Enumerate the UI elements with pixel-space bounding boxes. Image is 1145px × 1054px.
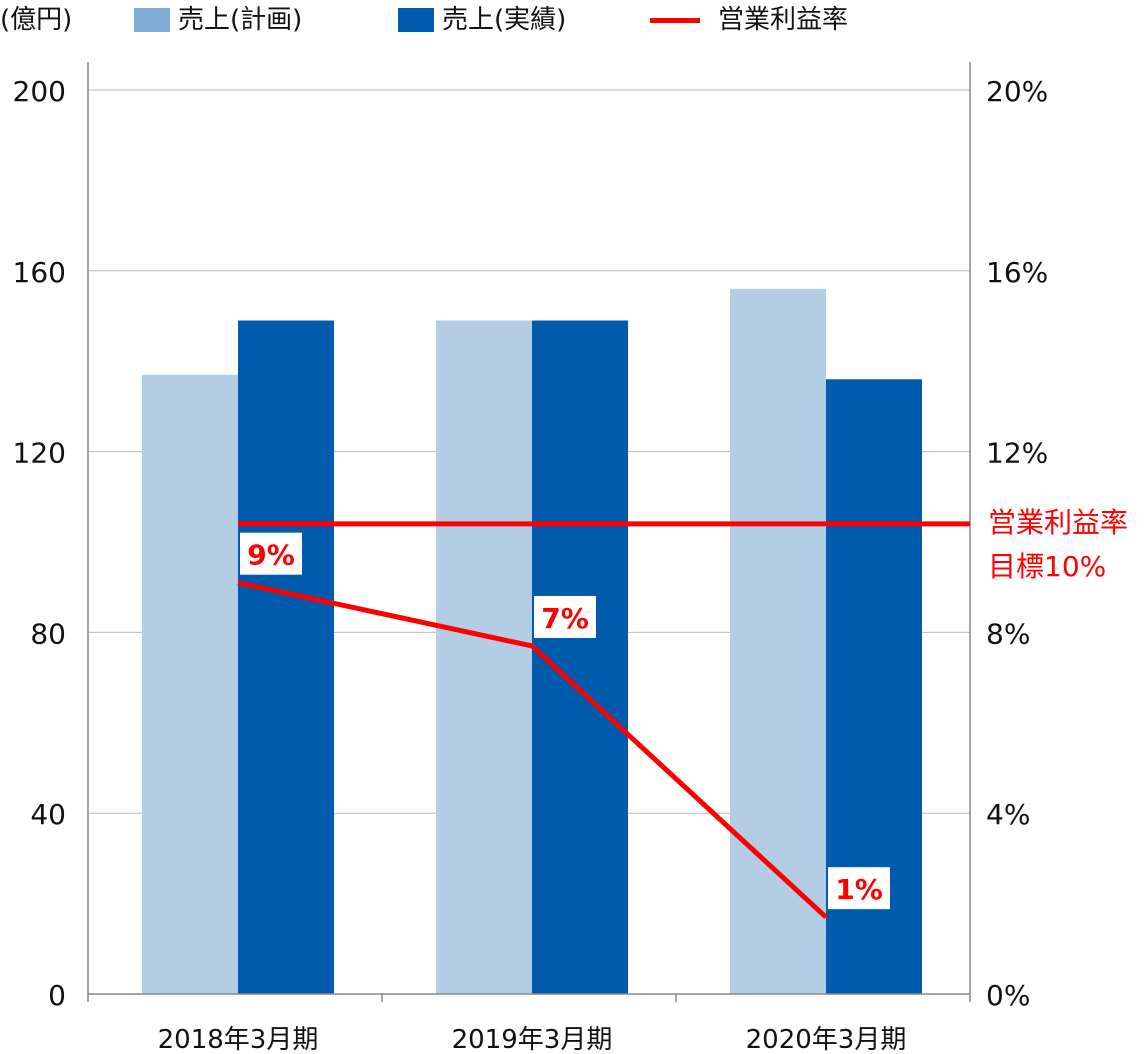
y-right-tick-label: 20%	[986, 75, 1048, 108]
y-right-tick-label: 8%	[986, 617, 1030, 650]
data-label: 9%	[247, 539, 295, 572]
legend-swatch-margin	[650, 18, 700, 23]
chart-legend: (億円) 売上(計画) 売上(実績) 営業利益率	[0, 0, 1145, 44]
y-left-tick-label: 0	[48, 979, 66, 1012]
x-tick-label: 2018年3月期	[158, 1025, 319, 1054]
bar-plan	[142, 374, 238, 994]
y-left-unit-label: (億円)	[0, 5, 73, 35]
data-label: 7%	[541, 602, 589, 635]
x-tick-label: 2020年3月期	[746, 1025, 907, 1054]
data-label-bg	[240, 532, 302, 575]
legend-label-plan: 売上(計画)	[178, 5, 303, 35]
data-label-bg	[534, 595, 596, 638]
y-right-tick-label: 4%	[986, 798, 1030, 831]
bar-plan	[730, 288, 826, 994]
y-right-tick-label: 16%	[986, 256, 1048, 289]
y-left-tick-label: 160	[13, 256, 66, 289]
bar-actual	[238, 320, 334, 994]
margin-line	[237, 580, 828, 919]
y-left-tick-label: 120	[13, 437, 66, 470]
data-label-bg	[828, 867, 890, 910]
x-tick-label: 2019年3月期	[452, 1025, 613, 1054]
legend-swatch-plan	[134, 8, 170, 32]
y-right-tick-label: 12%	[986, 437, 1048, 470]
y-right-tick-label: 0%	[986, 979, 1030, 1012]
y-left-tick-label: 40	[30, 798, 66, 831]
legend-label-actual: 売上(実績)	[442, 5, 567, 35]
bar-actual	[532, 320, 628, 994]
legend-label-margin: 営業利益率	[718, 5, 849, 35]
bar-plan	[436, 320, 532, 994]
data-label: 1%	[835, 873, 883, 906]
target-label-line2: 目標10%	[988, 550, 1106, 583]
target-label-line1: 営業利益率	[988, 506, 1128, 539]
y-left-tick-label: 80	[30, 617, 66, 650]
y-left-tick-label: 200	[13, 75, 66, 108]
legend-swatch-actual	[398, 8, 434, 32]
